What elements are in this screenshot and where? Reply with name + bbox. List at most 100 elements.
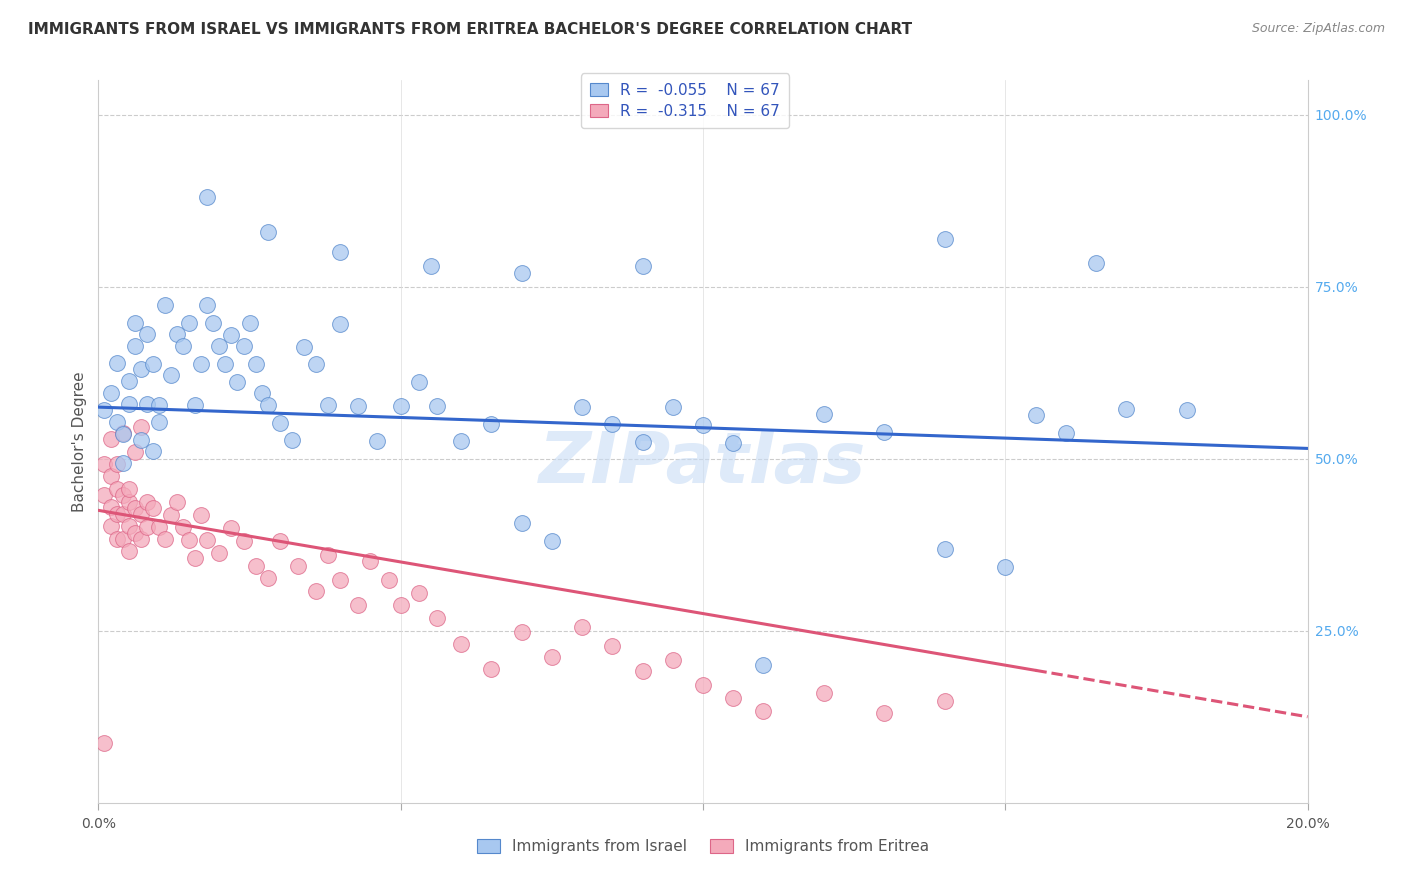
- Point: [692, 678, 714, 692]
- Point: [105, 457, 128, 471]
- Point: [239, 316, 262, 330]
- Point: [93, 488, 115, 502]
- Point: [190, 508, 212, 523]
- Point: [316, 548, 339, 562]
- Point: [105, 482, 128, 496]
- Point: [752, 657, 775, 672]
- Point: [148, 397, 170, 411]
- Point: [148, 415, 170, 429]
- Point: [208, 546, 231, 560]
- Point: [1024, 408, 1046, 422]
- Point: [269, 534, 291, 549]
- Point: [124, 445, 146, 459]
- Point: [105, 507, 128, 521]
- Point: [221, 521, 243, 535]
- Point: [148, 520, 170, 534]
- Point: [316, 398, 339, 412]
- Point: [142, 357, 165, 371]
- Point: [269, 416, 291, 430]
- Point: [292, 340, 315, 354]
- Point: [195, 190, 218, 204]
- Point: [813, 407, 835, 421]
- Point: [377, 574, 399, 588]
- Point: [571, 620, 593, 634]
- Point: [631, 665, 654, 679]
- Point: [100, 433, 122, 447]
- Point: [994, 559, 1017, 574]
- Point: [347, 399, 370, 413]
- Point: [129, 420, 152, 434]
- Point: [752, 704, 775, 718]
- Point: [129, 532, 152, 546]
- Point: [93, 403, 115, 417]
- Point: [153, 533, 176, 547]
- Point: [661, 652, 683, 666]
- Point: [250, 386, 273, 401]
- Point: [160, 368, 183, 383]
- Point: [232, 339, 254, 353]
- Point: [124, 525, 146, 540]
- Point: [366, 434, 388, 448]
- Point: [420, 259, 443, 273]
- Point: [179, 533, 201, 547]
- Point: [602, 417, 624, 432]
- Point: [135, 495, 157, 509]
- Point: [540, 650, 562, 665]
- Legend: Immigrants from Israel, Immigrants from Eritrea: Immigrants from Israel, Immigrants from …: [471, 833, 935, 860]
- Point: [179, 316, 201, 330]
- Point: [184, 398, 207, 412]
- Point: [118, 494, 141, 508]
- Point: [287, 559, 309, 574]
- Point: [166, 327, 188, 342]
- Text: IMMIGRANTS FROM ISRAEL VS IMMIGRANTS FROM ERITREA BACHELOR'S DEGREE CORRELATION : IMMIGRANTS FROM ISRAEL VS IMMIGRANTS FRO…: [28, 22, 912, 37]
- Point: [135, 397, 157, 411]
- Point: [305, 584, 328, 599]
- Point: [124, 339, 146, 353]
- Point: [111, 507, 134, 521]
- Point: [129, 507, 152, 521]
- Point: [221, 327, 243, 342]
- Text: ZIPatlas: ZIPatlas: [540, 429, 866, 498]
- Point: [232, 533, 254, 548]
- Point: [153, 298, 176, 312]
- Point: [245, 357, 267, 371]
- Point: [172, 339, 194, 353]
- Point: [450, 636, 472, 650]
- Point: [135, 519, 157, 533]
- Point: [661, 400, 683, 414]
- Point: [873, 706, 896, 720]
- Point: [1175, 402, 1198, 417]
- Point: [129, 362, 152, 376]
- Point: [481, 417, 503, 431]
- Point: [389, 399, 412, 413]
- Point: [281, 434, 304, 448]
- Point: [510, 266, 533, 280]
- Point: [426, 611, 449, 625]
- Point: [602, 639, 624, 653]
- Point: [111, 426, 134, 441]
- Point: [142, 444, 165, 458]
- Point: [426, 399, 449, 413]
- Point: [934, 694, 956, 708]
- Point: [510, 516, 533, 531]
- Point: [202, 316, 225, 330]
- Point: [190, 357, 212, 371]
- Point: [160, 508, 183, 522]
- Point: [723, 690, 745, 705]
- Point: [1115, 402, 1137, 417]
- Point: [389, 599, 412, 613]
- Point: [124, 500, 146, 515]
- Point: [510, 625, 533, 640]
- Point: [934, 231, 956, 245]
- Point: [329, 573, 352, 587]
- Point: [111, 426, 134, 441]
- Point: [226, 375, 249, 389]
- Point: [105, 532, 128, 546]
- Point: [245, 558, 267, 573]
- Point: [360, 554, 382, 568]
- Point: [347, 598, 370, 612]
- Point: [540, 534, 562, 549]
- Point: [813, 686, 835, 700]
- Point: [172, 520, 194, 534]
- Point: [118, 397, 141, 411]
